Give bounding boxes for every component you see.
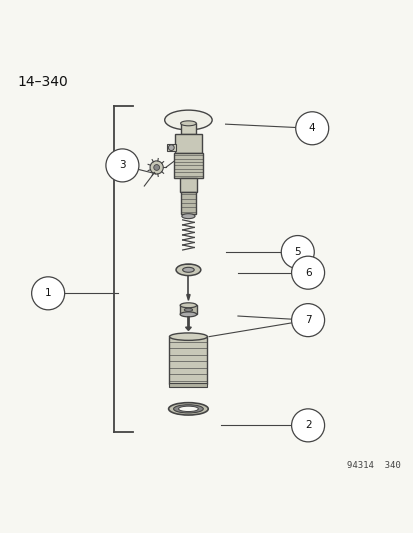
- Bar: [180, 305, 196, 314]
- Text: 6: 6: [304, 268, 311, 278]
- Text: 4: 4: [308, 123, 315, 133]
- Circle shape: [150, 161, 163, 174]
- Polygon shape: [185, 327, 191, 330]
- Circle shape: [291, 304, 324, 337]
- Bar: [166, 144, 176, 151]
- Circle shape: [168, 145, 174, 150]
- Text: 7: 7: [304, 315, 311, 325]
- Text: 94314  340: 94314 340: [347, 461, 400, 470]
- Ellipse shape: [164, 110, 211, 130]
- Bar: [180, 192, 196, 214]
- Circle shape: [153, 165, 159, 171]
- Ellipse shape: [176, 264, 200, 276]
- Text: 5: 5: [294, 247, 300, 257]
- Ellipse shape: [182, 268, 194, 272]
- Circle shape: [291, 256, 324, 289]
- Bar: [169, 383, 207, 387]
- Ellipse shape: [168, 402, 208, 415]
- Ellipse shape: [180, 312, 196, 317]
- Bar: [179, 178, 197, 192]
- Ellipse shape: [180, 121, 196, 126]
- Text: 2: 2: [304, 421, 311, 430]
- Ellipse shape: [173, 405, 203, 413]
- Text: 1: 1: [45, 288, 51, 298]
- Polygon shape: [186, 295, 190, 300]
- Circle shape: [295, 112, 328, 145]
- Ellipse shape: [169, 333, 207, 341]
- Bar: [169, 337, 207, 384]
- Circle shape: [106, 149, 139, 182]
- Bar: [180, 123, 196, 134]
- Bar: [173, 153, 202, 178]
- Bar: [175, 134, 202, 153]
- Circle shape: [280, 236, 313, 269]
- Ellipse shape: [184, 308, 192, 311]
- Text: 14–340: 14–340: [17, 75, 68, 88]
- Circle shape: [291, 409, 324, 442]
- Ellipse shape: [181, 214, 195, 219]
- Circle shape: [31, 277, 64, 310]
- Text: 3: 3: [119, 160, 126, 171]
- Ellipse shape: [180, 303, 196, 308]
- Ellipse shape: [178, 406, 198, 411]
